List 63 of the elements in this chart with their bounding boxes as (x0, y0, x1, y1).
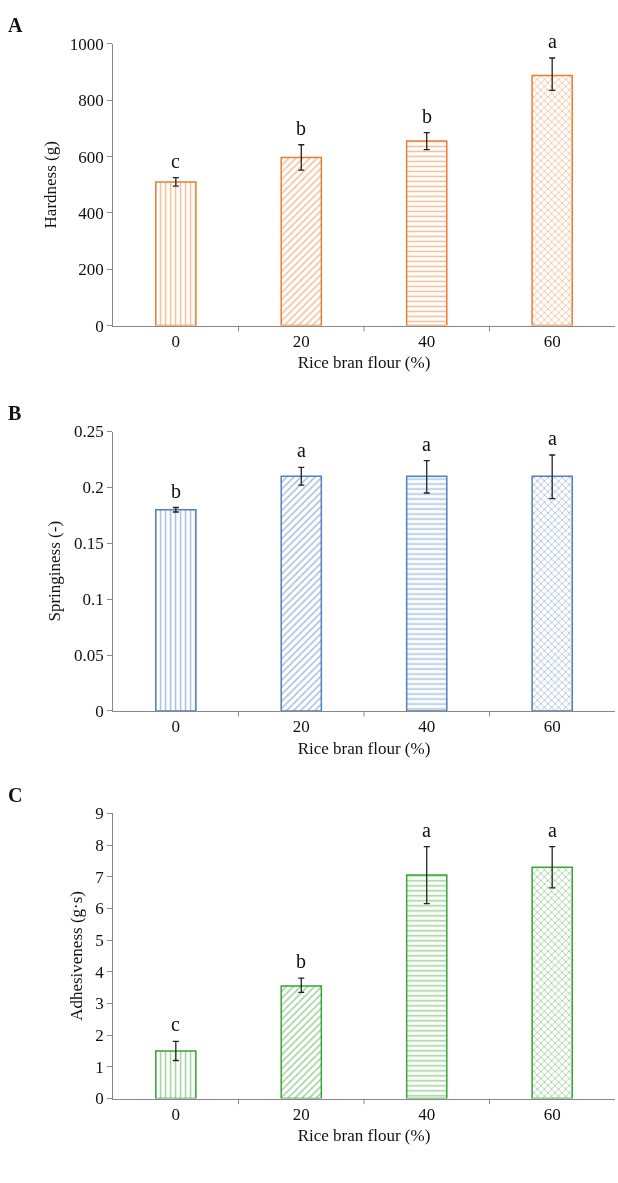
y-tick-label: 6 (95, 899, 104, 919)
annotation: a (548, 427, 557, 449)
y-tick-label: 0 (95, 701, 104, 721)
annotation: b (296, 950, 306, 972)
y-tick-label: 200 (78, 260, 104, 280)
x-tick-label: 60 (543, 332, 561, 352)
y-tick-label: 0 (95, 1089, 104, 1109)
bar (154, 181, 197, 326)
x-tick-label: 20 (292, 332, 310, 352)
y-axis-title: Hardness (g) (41, 141, 61, 229)
x-tick-label: 0 (171, 1104, 181, 1124)
y-tick-label: 3 (95, 994, 104, 1014)
x-tick-label: 20 (292, 717, 310, 737)
annotation: a (548, 30, 557, 52)
annotation: c (171, 150, 180, 172)
bar (280, 156, 323, 326)
bar (531, 74, 573, 326)
x-tick-label: 20 (292, 1104, 310, 1124)
y-tick-label: 8 (95, 835, 104, 855)
y-tick-label: 0.05 (73, 645, 104, 665)
chart-title: A (8, 14, 23, 36)
annotation: a (422, 433, 431, 455)
x-tick-label: 40 (418, 332, 436, 352)
y-tick-label: 5 (95, 931, 104, 951)
chart-title: C (8, 784, 23, 806)
bar (154, 1050, 197, 1099)
bar (531, 866, 573, 1099)
chart-title: B (8, 402, 22, 424)
y-tick-label: 4 (95, 962, 105, 982)
y-tick-label: 0.15 (73, 534, 104, 554)
y-tick-label: 600 (78, 147, 104, 167)
y-axis-title: Springiness (-) (45, 520, 65, 622)
x-axis-title: Rice bran flour (%) (297, 1126, 431, 1146)
y-tick-label: 800 (78, 91, 104, 111)
y-tick-label: 0.25 (73, 422, 104, 442)
annotation: b (422, 105, 432, 127)
x-tick-label: 40 (418, 1104, 436, 1124)
y-tick-label: 2 (95, 1026, 104, 1046)
x-tick-label: 60 (543, 717, 561, 737)
x-axis-title: Rice bran flour (%) (297, 353, 431, 373)
bar (280, 985, 323, 1099)
annotation: a (297, 439, 306, 461)
y-tick-label: 0.2 (82, 478, 104, 498)
x-axis-title: Rice bran flour (%) (297, 738, 431, 758)
annotation: c (171, 1013, 180, 1035)
y-tick-label: 9 (95, 804, 104, 824)
y-tick-label: 7 (95, 867, 105, 887)
y-tick-label: 0 (95, 316, 104, 336)
y-tick-label: 1 (95, 1057, 104, 1077)
x-tick-label: 60 (543, 1104, 561, 1124)
bar (405, 874, 448, 1099)
y-axis-title: Adhesiveness (g·s) (66, 890, 86, 1021)
annotation: b (171, 480, 181, 502)
annotation: b (296, 117, 306, 139)
bar (405, 140, 448, 326)
x-tick-label: 0 (171, 332, 181, 352)
y-tick-label: 1000 (69, 34, 104, 54)
x-tick-label: 40 (418, 717, 436, 737)
x-tick-label: 0 (171, 717, 181, 737)
annotation: a (422, 819, 431, 841)
y-tick-label: 400 (78, 203, 104, 223)
y-tick-label: 0.1 (82, 590, 104, 610)
annotation: a (548, 819, 557, 841)
